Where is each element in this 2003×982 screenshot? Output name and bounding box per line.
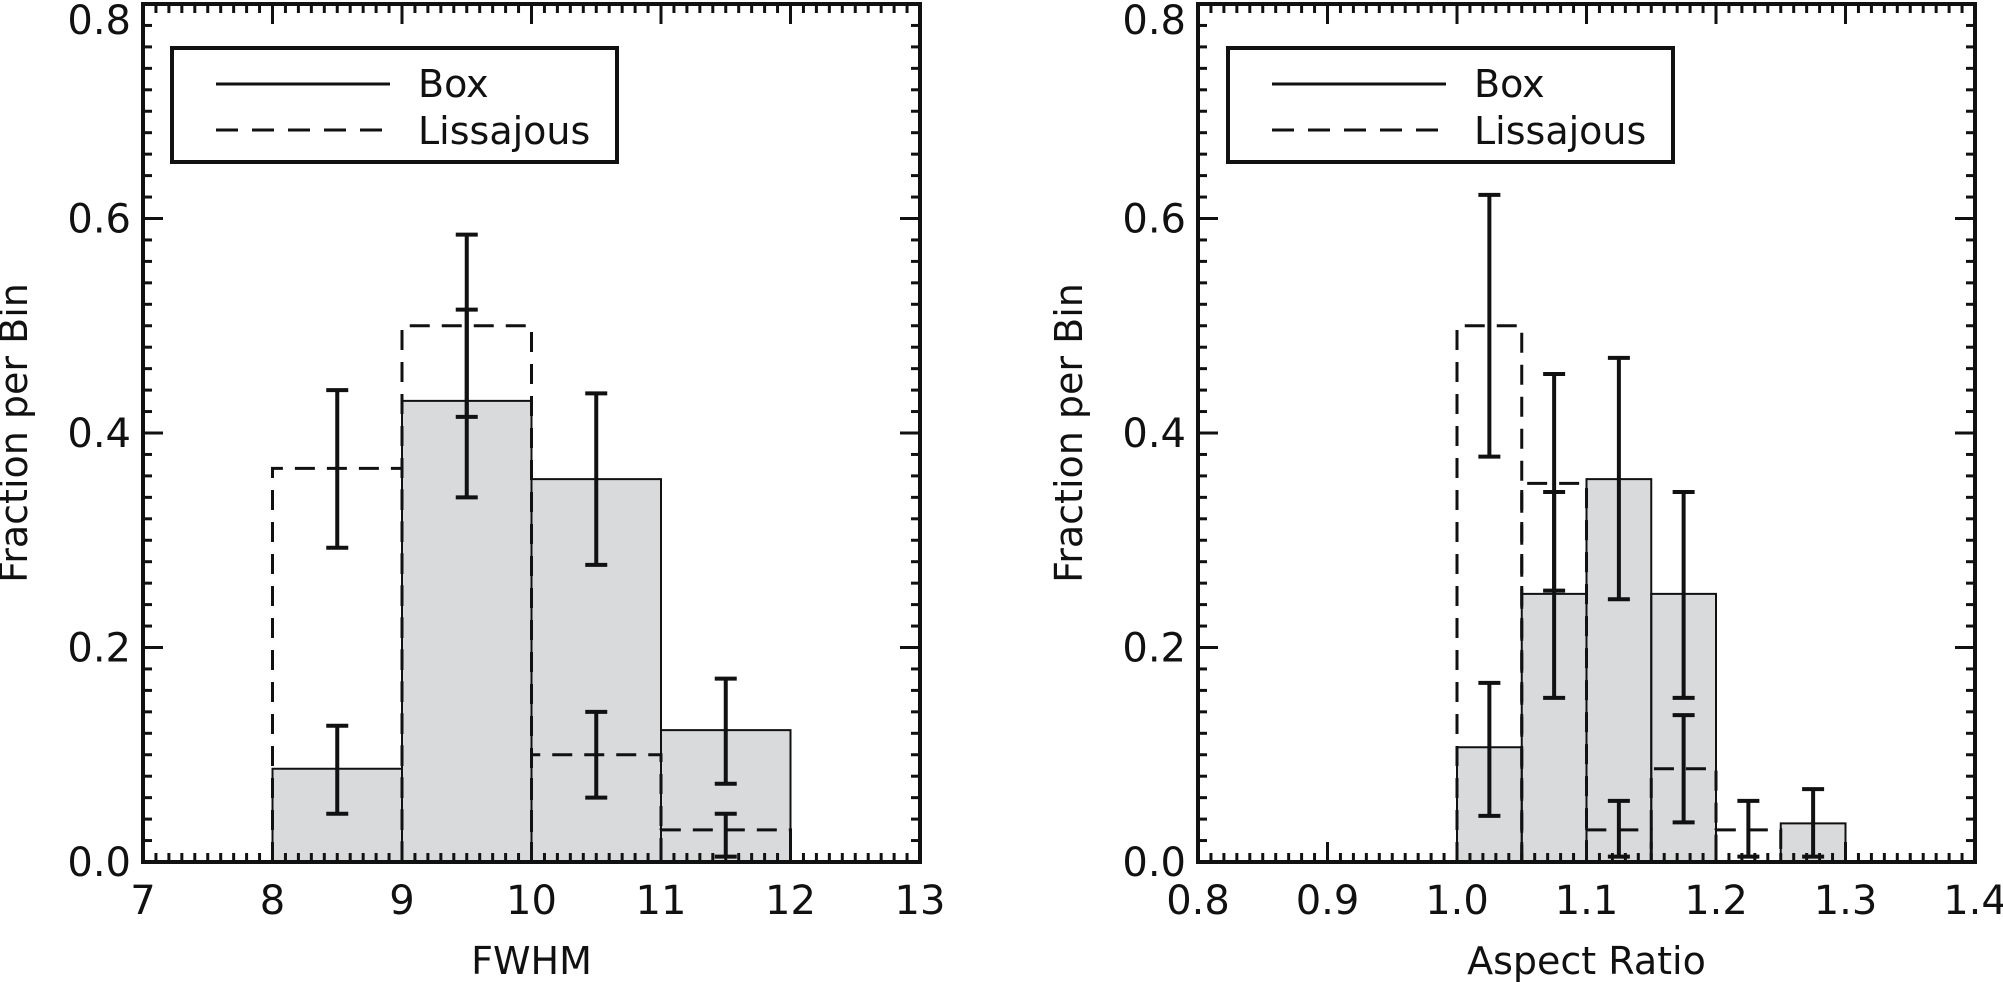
chart-panel-1: 7 8 9 10 11 12 13 0.0 0.2 0.4 0.6 0.8 FWHM Fraction p…	[0, 0, 945, 982]
x-axis-title: FWHM	[471, 939, 592, 982]
y-tick-label: 0.0	[67, 840, 131, 886]
x-tick-label: 10	[506, 878, 557, 924]
chart-panel-2: 0.8 0.9 1.0 1.1 1.2 1.3 1.4 0.0 0.2 0.4 0.6 0.8 Aspe…	[1047, 0, 2003, 982]
y-tick-label: 0.6	[67, 197, 131, 243]
legend-box	[1226, 46, 1675, 164]
y-tick-label: 0.6	[1122, 197, 1186, 243]
legend-box	[170, 46, 619, 164]
legend-label-box: Box	[418, 62, 489, 106]
x-tick-label: 7	[130, 878, 155, 924]
lissajous-bar	[1649, 767, 1718, 862]
y-tick-label: 0.2	[1122, 626, 1186, 672]
x-tick-label: 1.3	[1814, 878, 1878, 924]
y-axis-title: Fraction per Bin	[0, 283, 36, 583]
lissajous-bar	[400, 324, 533, 862]
y-tick-label: 0.4	[67, 411, 131, 457]
y-tick-label: 0.0	[1122, 840, 1186, 886]
x-tick-label: 9	[389, 878, 414, 924]
x-tick-label: 12	[765, 878, 816, 924]
x-tick-label: 1.0	[1425, 878, 1489, 924]
x-tick-label: 13	[895, 878, 946, 924]
x-axis-title: Aspect Ratio	[1467, 939, 1706, 982]
y-tick-label: 0.2	[67, 626, 131, 672]
y-tick-label: 0.8	[67, 0, 131, 44]
x-tick-label: 1.1	[1555, 878, 1619, 924]
y-axis-title: Fraction per Bin	[1047, 283, 1091, 583]
y-tick-label: 0.4	[1122, 411, 1186, 457]
legend-label-lissajous: Lissajous	[1474, 109, 1646, 153]
x-tick-label: 0.9	[1296, 878, 1360, 924]
x-tick-label: 8	[260, 878, 285, 924]
x-tick-label: 1.4	[1943, 878, 2003, 924]
y-tick-label: 0.8	[1122, 0, 1186, 44]
x-tick-label: 1.2	[1684, 878, 1748, 924]
x-tick-label: 11	[636, 878, 687, 924]
legend-label-box: Box	[1474, 62, 1545, 106]
x-tick-label: 0.8	[1166, 878, 1230, 924]
legend-label-lissajous: Lissajous	[418, 109, 590, 153]
